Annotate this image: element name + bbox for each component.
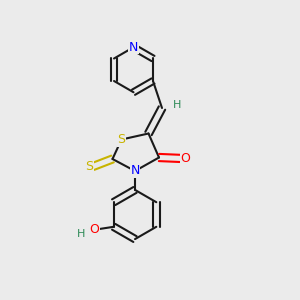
Text: S: S: [118, 133, 125, 146]
Text: H: H: [76, 229, 85, 239]
Text: N: N: [130, 164, 140, 178]
Text: O: O: [89, 223, 99, 236]
Text: N: N: [129, 41, 138, 54]
Text: H: H: [173, 100, 181, 110]
Text: O: O: [181, 152, 190, 165]
Text: S: S: [85, 160, 93, 173]
